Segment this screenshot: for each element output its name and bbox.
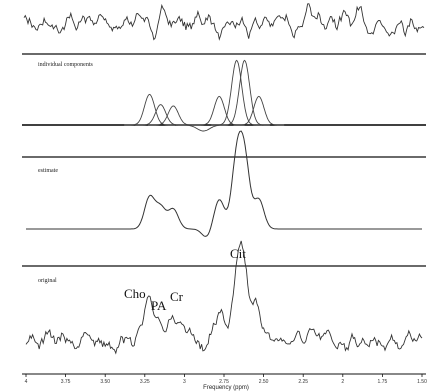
panel-label-components: individual components <box>38 62 93 68</box>
component-curve-3 <box>148 105 199 126</box>
component-curve-6 <box>219 59 270 126</box>
component-dip-curve <box>184 124 220 132</box>
component-curves <box>124 59 285 132</box>
peak-label-cr: Cr <box>170 289 184 304</box>
x-tick-label-3: 3.50 <box>100 379 110 385</box>
x-tick-label-1: 4 <box>25 379 28 385</box>
component-curve-7 <box>233 95 285 126</box>
x-tick-label-2: 3.75 <box>61 379 71 385</box>
x-axis-ticks: 4 3.75 3.50 3.25 3 2.75 2.50 2.25 2 1.75 1.50 <box>25 374 427 385</box>
x-tick-label-5: 3 <box>183 379 186 385</box>
x-tick-label-7: 2.50 <box>259 379 269 385</box>
peak-label-cho: Cho <box>124 286 146 301</box>
residual-trace <box>23 3 425 41</box>
x-axis-title: Frequency (ppm) <box>203 385 249 391</box>
x-tick-label-11: 1.50 <box>417 379 427 385</box>
panel-label-original: original <box>38 278 57 284</box>
peak-label-pa: PA <box>151 298 167 313</box>
x-tick-label-8: 2.25 <box>298 379 308 385</box>
component-curve-1 <box>124 93 175 126</box>
x-tick-label-4: 3.25 <box>140 379 150 385</box>
peak-label-cit: Cit <box>230 246 246 261</box>
component-curve-2 <box>135 104 186 126</box>
estimate-trace <box>26 130 422 237</box>
x-tick-label-6: 2.75 <box>219 379 229 385</box>
x-tick-label-9: 2 <box>341 379 344 385</box>
x-tick-label-10: 1.75 <box>378 379 388 385</box>
original-trace <box>25 240 423 355</box>
panel-label-estimate: estimate <box>38 168 58 174</box>
